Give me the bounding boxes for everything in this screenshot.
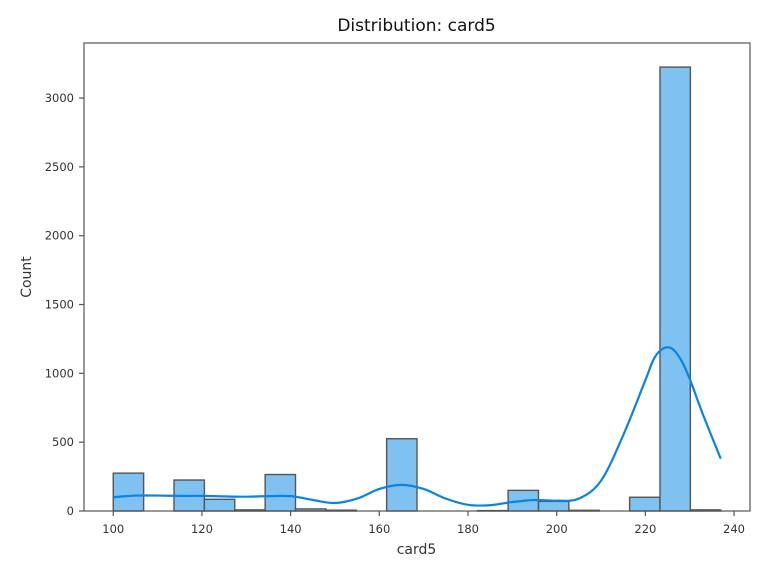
- chart-title: Distribution: card5: [337, 16, 495, 36]
- y-ticks: 0 500 1000 1500 2000 2500 3000: [45, 91, 84, 518]
- plot-frame: [83, 42, 751, 512]
- y-tick-label: 1000: [45, 366, 74, 380]
- x-tick-label: 100: [102, 522, 124, 536]
- histogram-bar-3: [203, 498, 236, 512]
- histogram-bar-17: [628, 496, 661, 512]
- x-tick-label: 220: [634, 522, 656, 536]
- histogram-bar-9: [385, 438, 418, 512]
- x-tick-label: 160: [368, 522, 390, 536]
- kde-layer: [113, 346, 722, 507]
- x-tick-label: 120: [191, 522, 213, 536]
- histogram-bar-18: [659, 66, 692, 512]
- y-tick-label: 2000: [45, 229, 74, 243]
- y-tick-label: 0: [67, 504, 74, 518]
- x-axis-label: card5: [397, 542, 437, 558]
- x-tick-label: 240: [723, 522, 745, 536]
- histogram-bar-14: [537, 500, 570, 512]
- bars-layer: [112, 66, 722, 512]
- y-tick-label: 500: [52, 435, 74, 449]
- y-tick-label: 1500: [45, 298, 74, 312]
- y-tick-label: 2500: [45, 160, 74, 174]
- x-ticks: 100 120 140 160 180 200 220 240: [102, 511, 745, 536]
- y-tick-label: 3000: [45, 91, 74, 105]
- histogram-bar-5: [264, 473, 297, 512]
- x-tick-label: 140: [280, 522, 302, 536]
- y-axis-label: Count: [19, 256, 35, 298]
- histogram-bar-0: [112, 472, 145, 512]
- x-tick-label: 200: [546, 522, 568, 536]
- kde-line: [113, 346, 722, 507]
- x-tick-label: 180: [457, 522, 479, 536]
